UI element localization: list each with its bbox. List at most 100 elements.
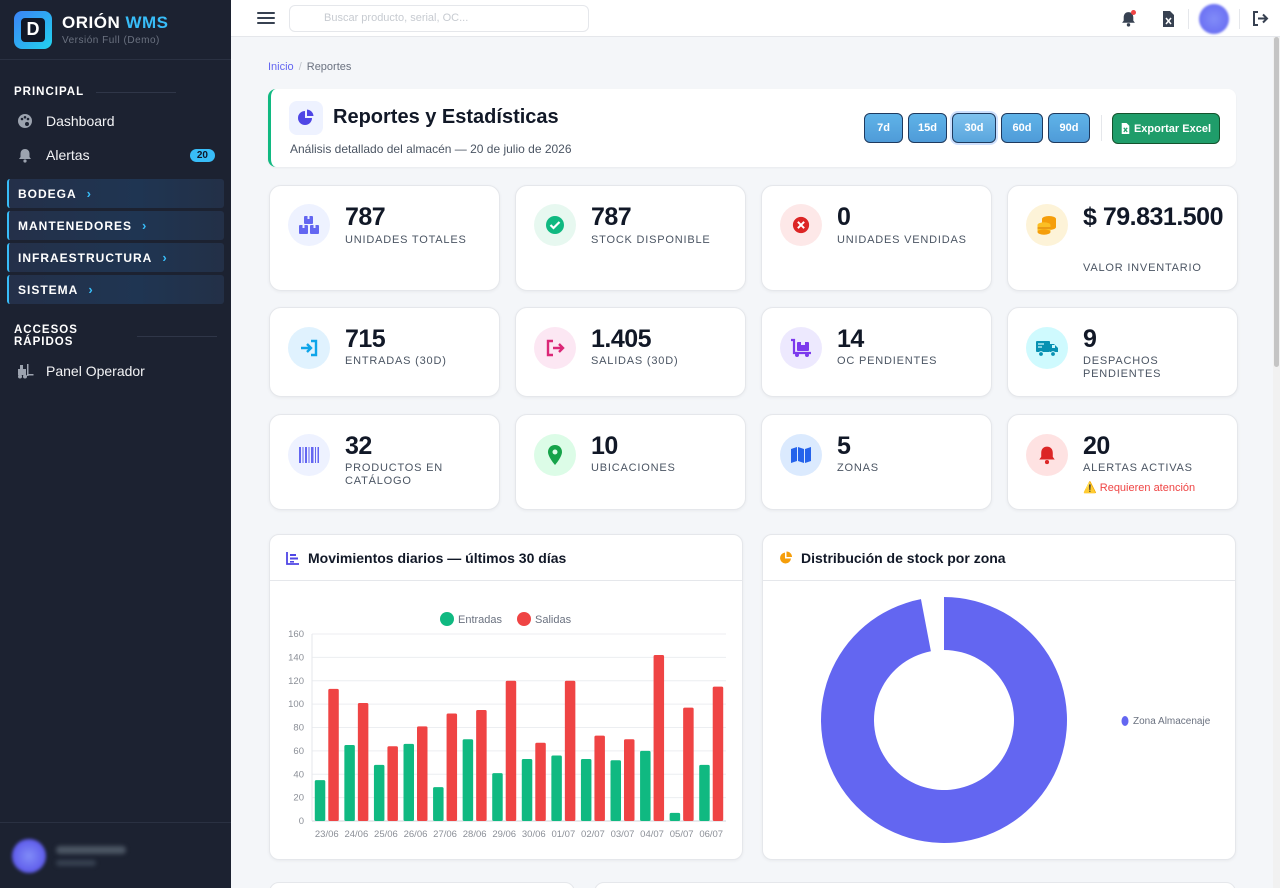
chart-pie-icon (780, 551, 792, 563)
kpi-card-unidades-vendidas: 0 UNIDADES VENDIDAS (761, 185, 992, 291)
x-tick-label: 27/06 (433, 829, 457, 840)
divider (1239, 8, 1240, 29)
user-profile[interactable] (0, 822, 231, 888)
next-panel-card (594, 882, 1236, 888)
breadcrumb-home-link[interactable]: Inicio (268, 61, 294, 73)
kpi-value: 0 (837, 203, 851, 231)
logout-button[interactable] (1240, 11, 1280, 26)
user-info-blurred (56, 845, 126, 866)
panel-header: Movimientos diarios — últimos 30 días (270, 535, 742, 581)
notifications-button[interactable] (1108, 9, 1148, 27)
sign-out-icon (534, 327, 576, 369)
sidebar-group-sistema[interactable]: SISTEMA › (7, 275, 224, 304)
x-tick-label: 28/06 (463, 829, 487, 840)
file-excel-icon (1121, 123, 1130, 134)
kpi-card-despachos-pendientes: 9 DESPACHOS PENDIENTES (1007, 307, 1238, 397)
sidebar-group-mantenedores-label: MANTENEDORES (18, 218, 133, 233)
sidebar-group-bodega[interactable]: BODEGA › (7, 179, 224, 208)
sign-in-icon (288, 327, 330, 369)
x-tick-label: 03/07 (611, 829, 635, 840)
palette-icon (16, 112, 34, 130)
x-tick-label: 23/06 (315, 829, 339, 840)
barcode-icon (288, 434, 330, 476)
sidebar-item-dashboard[interactable]: Dashboard (0, 104, 231, 138)
kpi-label: UBICACIONES (591, 462, 676, 474)
x-tick-label: 30/06 (522, 829, 546, 840)
x-tick-label: 25/06 (374, 829, 398, 840)
range-90d-button[interactable]: 90d (1048, 113, 1090, 143)
chevron-right-icon: › (88, 282, 94, 297)
kpi-value: 1.405 (591, 325, 652, 353)
bar-entradas (521, 759, 533, 821)
kpi-card-alertas-activas: 20 ALERTAS ACTIVAS ⚠️ Requieren atención (1007, 414, 1238, 510)
kpi-label: PRODUCTOS EN CATÁLOGO (345, 462, 444, 488)
file-excel-icon (1162, 10, 1174, 27)
bar-salidas (505, 680, 517, 821)
page-scrollbar[interactable] (1273, 37, 1280, 888)
sidebar-group-infraestructura-label: INFRAESTRUCTURA (18, 250, 153, 265)
section-principal-label: PRINCIPAL (14, 86, 85, 98)
chevron-right-icon: › (142, 218, 148, 233)
kpi-value: 20 (1083, 432, 1110, 460)
distribution-donut-chart[interactable]: Zona Almacenaje (763, 581, 1236, 860)
legend-swatch (1121, 716, 1129, 726)
bar-entradas (492, 773, 503, 821)
range-7d-button[interactable]: 7d (864, 113, 903, 143)
search-input[interactable]: Buscar producto, serial, OC... (289, 4, 589, 32)
next-panel-card (269, 882, 575, 888)
sidebar-group-infraestructura[interactable]: INFRAESTRUCTURA › (7, 243, 224, 272)
sidebar-group-mantenedores[interactable]: MANTENEDORES › (7, 211, 224, 240)
kpi-value: 787 (345, 203, 386, 231)
range-60d-button[interactable]: 60d (1001, 113, 1043, 143)
map-icon (780, 434, 822, 476)
kpi-card-oc-pendientes: 14 OC PENDIENTES (761, 307, 992, 397)
kpi-card-productos-catalogo: 32 PRODUCTOS EN CATÁLOGO (269, 414, 500, 510)
logout-icon (1252, 11, 1268, 26)
kpi-value: $ 79.831.500 (1083, 203, 1223, 231)
bell-icon (16, 146, 34, 164)
bar-entradas (403, 743, 414, 821)
brand[interactable]: D ORIÓN WMS Versión Full (Demo) (0, 0, 231, 60)
range-15d-button[interactable]: 15d (908, 113, 947, 143)
kpi-label: ZONAS (837, 462, 879, 474)
kpi-value: 32 (345, 432, 372, 460)
check-circle-icon (534, 204, 576, 246)
legend-swatch (440, 612, 454, 626)
x-tick-label: 24/06 (344, 829, 368, 840)
legend-swatch (517, 612, 531, 626)
sidebar: D ORIÓN WMS Versión Full (Demo) PRINCIPA… (0, 0, 231, 888)
truck-icon (1026, 327, 1068, 369)
sidebar-item-alertas[interactable]: Alertas 20 (0, 138, 231, 172)
kpi-label: SALIDAS (30D) (591, 355, 679, 367)
kpi-card-valor-inventario: $ 79.831.500 VALOR INVENTARIO (1007, 185, 1238, 291)
export-excel-button[interactable]: Exportar Excel (1112, 113, 1220, 144)
bar-salidas (653, 655, 665, 821)
x-tick-label: 06/07 (699, 829, 723, 840)
x-circle-icon (780, 204, 822, 246)
kpi-label: ALERTAS ACTIVAS (1083, 462, 1193, 474)
sidebar-item-panel-operador[interactable]: Panel Operador (0, 354, 231, 388)
bar-salidas (446, 713, 458, 821)
range-30d-button[interactable]: 30d (952, 113, 996, 143)
bar-salidas (564, 680, 576, 821)
x-tick-label: 01/07 (551, 829, 575, 840)
x-tick-label: 26/06 (404, 829, 428, 840)
movements-bar-chart[interactable]: 0 20 40 60 80 100 120 140 160 23/06 24/06 25/06 26/0… (270, 581, 743, 860)
bar-entradas (433, 787, 444, 821)
legend-label: Salidas (535, 614, 572, 626)
x-tick-label: 29/06 (492, 829, 516, 840)
export-file-button[interactable] (1148, 10, 1188, 27)
hamburger-menu-icon[interactable] (257, 9, 275, 27)
kpi-label: UNIDADES TOTALES (345, 234, 467, 246)
y-tick-label: 80 (293, 723, 304, 734)
bar-salidas (387, 746, 398, 821)
bar-entradas (344, 745, 355, 821)
breadcrumb-current: Reportes (306, 61, 352, 73)
bell-icon (1026, 434, 1068, 476)
y-tick-label: 20 (293, 793, 304, 804)
user-avatar[interactable] (1199, 3, 1229, 34)
brand-subtitle: Versión Full (Demo) (62, 35, 160, 46)
chart-pie-icon (289, 101, 323, 135)
x-tick-label: 05/07 (670, 829, 694, 840)
